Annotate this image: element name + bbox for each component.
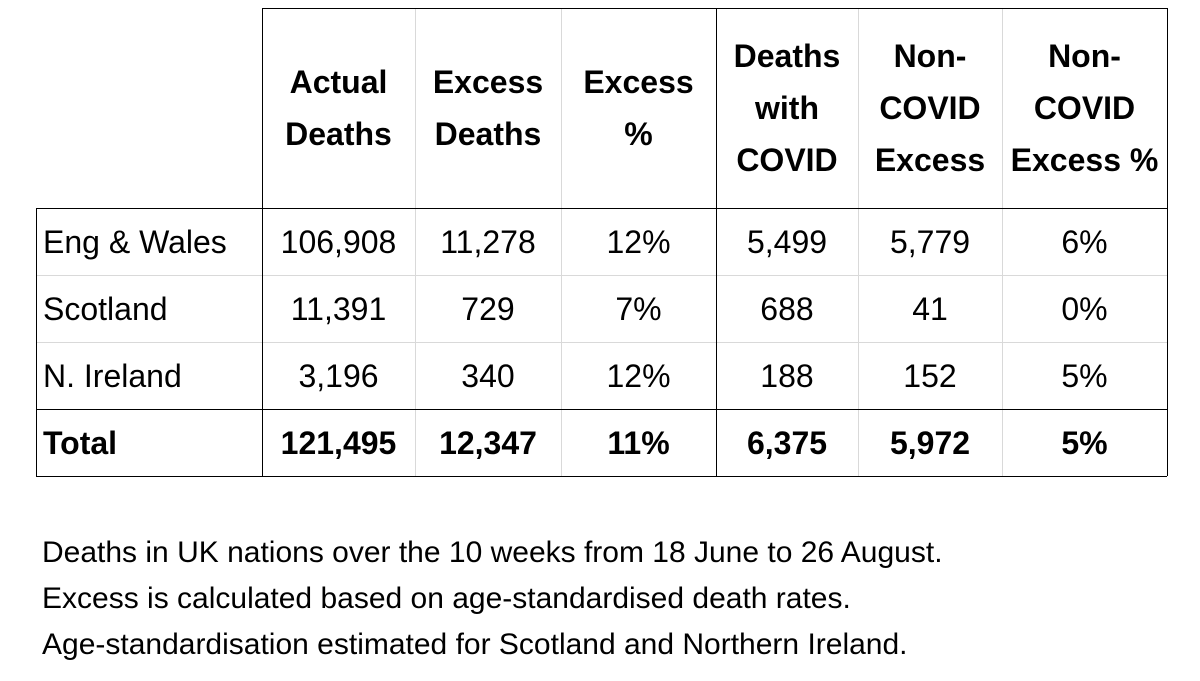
table-cell: 729 <box>461 290 515 327</box>
grid-line <box>716 8 717 476</box>
notes: Deaths in UK nations over the 10 weeks f… <box>42 530 943 668</box>
column-header: Excess % <box>583 64 694 152</box>
grid-line <box>36 476 1167 477</box>
row-label: N. Ireland <box>43 357 182 394</box>
row-label: Eng & Wales <box>43 223 227 260</box>
table-cell: 3,196 <box>298 357 379 394</box>
column-header: Actual Deaths <box>285 64 392 152</box>
grid-line <box>36 208 37 476</box>
table-cell: 5,499 <box>746 223 828 260</box>
grid-line <box>36 208 1167 209</box>
table-cell: 188 <box>760 357 814 394</box>
grid-line <box>36 342 1167 343</box>
column-header: Non- COVID Excess <box>874 38 986 178</box>
table-cell: 12% <box>606 223 671 260</box>
grid-line <box>415 8 416 476</box>
table-cell: 11,391 <box>290 290 387 327</box>
table-cell: 340 <box>461 357 515 394</box>
note-line-1: Deaths in UK nations over the 10 weeks f… <box>42 536 943 569</box>
total-cell: 5% <box>1061 424 1108 461</box>
table-cell: 5,779 <box>889 223 971 260</box>
column-header: Deaths with COVID <box>733 38 841 178</box>
total-cell: 12,347 <box>439 424 537 461</box>
deaths-table: Actual Deaths Excess Deaths Excess % Deaths… <box>36 8 1168 477</box>
table-cell: 11,278 <box>440 223 536 260</box>
grid-line <box>36 409 1167 410</box>
grid-line <box>262 8 263 476</box>
note-line-2: Excess is calculated based on age-standa… <box>42 582 851 615</box>
total-cell: 11% <box>607 424 670 461</box>
table-cell: 688 <box>760 290 814 327</box>
column-header: Excess Deaths <box>432 64 544 152</box>
table-cell: 6% <box>1061 223 1108 260</box>
column-header: Non- COVID Excess % <box>1010 38 1159 178</box>
table-cell: 12% <box>606 357 671 394</box>
table-cell: 41 <box>912 290 948 327</box>
row-label: Scotland <box>43 290 168 327</box>
table-cell: 152 <box>903 357 957 394</box>
grid-line <box>262 8 1167 9</box>
grid-line <box>1167 8 1168 476</box>
grid-line <box>1002 8 1003 476</box>
total-cell: 121,495 <box>280 424 397 461</box>
table-cell: 5% <box>1061 357 1108 394</box>
table-cell: 7% <box>615 290 662 327</box>
table-cell: 0% <box>1061 290 1108 327</box>
total-label: Total <box>43 424 118 461</box>
grid-line <box>858 8 859 476</box>
grid-line <box>36 275 1167 276</box>
grid-line <box>561 8 562 476</box>
total-cell: 6,375 <box>746 424 828 461</box>
note-line-3: Age-standardisation estimated for Scotla… <box>42 628 908 661</box>
total-cell: 5,972 <box>889 424 971 461</box>
table-cell: 106,908 <box>280 223 397 260</box>
